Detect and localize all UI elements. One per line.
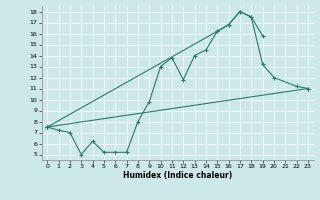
X-axis label: Humidex (Indice chaleur): Humidex (Indice chaleur) [123, 171, 232, 180]
